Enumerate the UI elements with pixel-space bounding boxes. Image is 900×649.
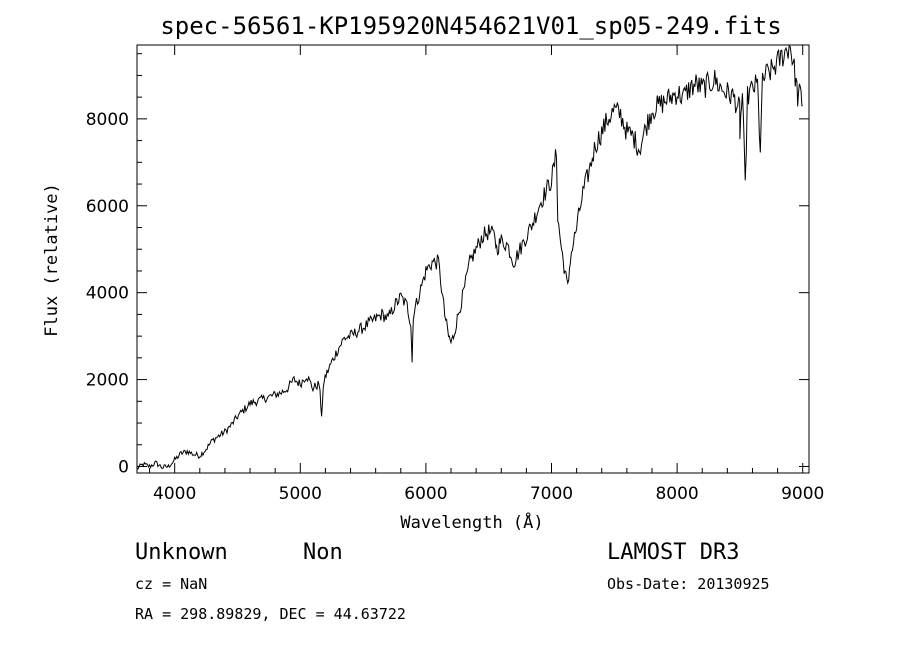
x-tick-label: 9000	[781, 484, 824, 504]
y-axis: 0 2000 4000 6000 8000	[86, 53, 809, 477]
redshift-cz: cz = NaN	[135, 575, 207, 593]
x-tick-label: 8000	[655, 484, 698, 504]
x-tick-label: 4000	[153, 484, 196, 504]
y-tick-label: 8000	[86, 110, 129, 130]
x-axis: 4000 5000 6000 7000 8000 9000	[149, 45, 824, 504]
y-tick-label: 2000	[86, 371, 129, 391]
chart-title: spec-56561-KP195920N454621V01_sp05-249.f…	[160, 12, 781, 40]
x-axis-label: Wavelength (Å)	[400, 511, 543, 533]
x-tick-label: 7000	[530, 484, 573, 504]
x-tick-label: 6000	[404, 484, 447, 504]
ra-dec-coordinates: RA = 298.89829, DEC = 44.63722	[135, 605, 406, 623]
series-group	[136, 44, 803, 470]
y-tick-label: 4000	[86, 284, 129, 304]
plot-frame	[136, 44, 810, 474]
object-class: Unknown	[135, 540, 228, 565]
x-tick-label: 5000	[279, 484, 322, 504]
obs-date: Obs-Date: 20130925	[607, 575, 770, 593]
y-tick-label: 6000	[86, 197, 129, 217]
survey-name: LAMOST DR3	[607, 540, 739, 565]
y-tick-label: 0	[118, 457, 129, 477]
y-axis-label: Flux (relative)	[42, 183, 62, 337]
object-subclass: Non	[303, 540, 343, 565]
series-line-flux	[136, 44, 803, 470]
